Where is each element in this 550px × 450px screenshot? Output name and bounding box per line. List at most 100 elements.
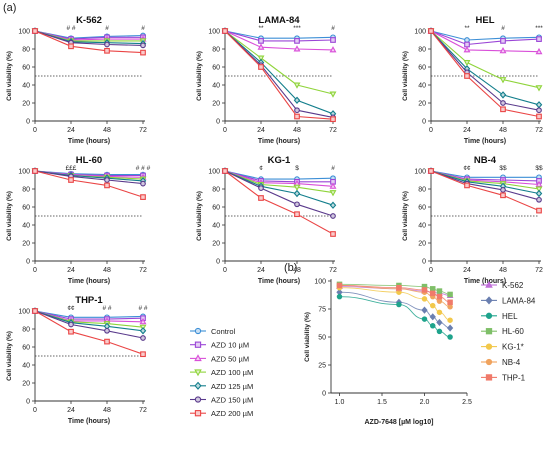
y-tick-label: 0 — [322, 391, 326, 398]
data-point — [396, 301, 402, 308]
significance-annotation: # — [501, 25, 505, 32]
series-line — [430, 30, 540, 46]
data-point — [294, 211, 300, 218]
significance-annotation: $$ — [499, 165, 507, 172]
significance-annotation: ** — [464, 25, 470, 32]
legend-item-azd-10-m: AZD 10 µM — [190, 341, 249, 350]
y-tick-label: 100 — [18, 169, 30, 176]
legend-marker — [194, 410, 202, 417]
y-tick-label: 0 — [26, 259, 30, 266]
series-azd-200-m — [428, 28, 542, 120]
data-point — [396, 284, 402, 291]
y-tick-label: 80 — [212, 47, 220, 54]
legend-marker — [485, 312, 493, 319]
data-point — [500, 38, 506, 44]
data-point — [447, 334, 453, 340]
chart-title: HEL — [476, 15, 495, 26]
chart-dose-response: 0 25 50 75 100 1.0 1.5 2.0 2.5 AZD-7648 [µM log10… — [304, 279, 472, 427]
x-axis-label: Time (hours) — [68, 138, 110, 145]
data-point — [294, 201, 300, 208]
data-point — [421, 316, 428, 322]
legend-marker — [485, 296, 493, 305]
series-line — [430, 170, 540, 201]
y-tick-label: 60 — [212, 205, 220, 212]
data-point — [104, 338, 110, 345]
data-point — [140, 194, 146, 200]
data-point — [140, 351, 146, 358]
data-point — [499, 47, 507, 54]
legend-item-hl-60: HL-60 — [481, 327, 524, 336]
legend-label: AZD 10 µM — [211, 341, 249, 350]
series-control — [428, 28, 542, 43]
series-hel — [336, 293, 453, 340]
data-point — [429, 302, 436, 309]
legend-label: AZD 50 µM — [211, 354, 249, 363]
legend-label: Control — [211, 327, 236, 336]
data-point — [500, 192, 506, 199]
y-axis-label: Cell viability (%) — [6, 51, 13, 101]
data-point — [329, 201, 337, 209]
x-axis-label: AZD-7648 [µM log10] — [365, 419, 434, 426]
legend-marker — [485, 343, 493, 350]
y-tick-label: 20 — [22, 241, 30, 248]
series-line — [430, 170, 540, 212]
series-line — [224, 30, 334, 118]
data-point — [464, 41, 470, 48]
data-point — [68, 328, 74, 335]
significance-annotation: # — [141, 25, 145, 32]
x-tick-label: 24 — [67, 407, 75, 414]
y-tick-label: 40 — [418, 83, 426, 90]
y-tick-label: 60 — [22, 65, 30, 72]
y-tick-label: 100 — [314, 279, 326, 286]
data-point — [139, 318, 147, 325]
legend-label: HL-60 — [502, 327, 524, 336]
data-point — [257, 55, 265, 62]
data-point — [536, 36, 542, 42]
data-point — [258, 38, 264, 44]
x-tick-label: 0 — [33, 407, 37, 414]
data-point — [104, 182, 110, 189]
legend-item-k-562: K-562 — [481, 280, 524, 290]
y-tick-label: 0 — [422, 119, 426, 126]
data-point — [463, 59, 471, 67]
data-point — [500, 106, 506, 113]
data-point — [294, 38, 300, 44]
significance-annotation: $$ — [535, 165, 543, 172]
series-azd-200-m — [222, 28, 336, 123]
y-tick-label: 60 — [418, 205, 426, 212]
data-point — [421, 287, 428, 293]
data-point — [429, 313, 436, 321]
x-tick-label: 1.5 — [377, 399, 387, 406]
y-tick-label: 25 — [318, 363, 326, 370]
series-line — [430, 30, 540, 106]
data-point — [535, 101, 543, 109]
x-axis-label: Time (hours) — [68, 278, 110, 285]
legend-label: LAMA-84 — [502, 296, 536, 305]
y-tick-label: 40 — [418, 223, 426, 230]
panel-label-b: (b) — [284, 262, 297, 274]
y-tick-label: 80 — [212, 187, 220, 194]
data-point — [68, 43, 74, 50]
legend-marker — [485, 358, 493, 366]
data-point — [329, 91, 337, 98]
series-line — [224, 30, 334, 51]
data-point — [535, 85, 543, 92]
x-tick-label: 2.0 — [420, 399, 430, 406]
data-point — [32, 28, 38, 34]
series-line — [34, 310, 144, 320]
x-tick-label: 0 — [429, 267, 433, 274]
chart-title: THP-1 — [75, 295, 103, 306]
series-line — [224, 30, 334, 42]
legend-marker — [194, 327, 202, 335]
series-line — [430, 30, 540, 53]
data-point — [428, 28, 434, 34]
x-tick-label: 24 — [257, 267, 265, 274]
data-point — [447, 304, 453, 310]
series-azd-200-m — [32, 28, 146, 56]
data-point — [104, 327, 110, 334]
series-line — [224, 30, 334, 95]
x-tick-label: 24 — [257, 127, 265, 134]
x-tick-label: 0 — [223, 267, 227, 274]
series-azd-200-m — [32, 308, 146, 358]
y-tick-label: 80 — [22, 47, 30, 54]
